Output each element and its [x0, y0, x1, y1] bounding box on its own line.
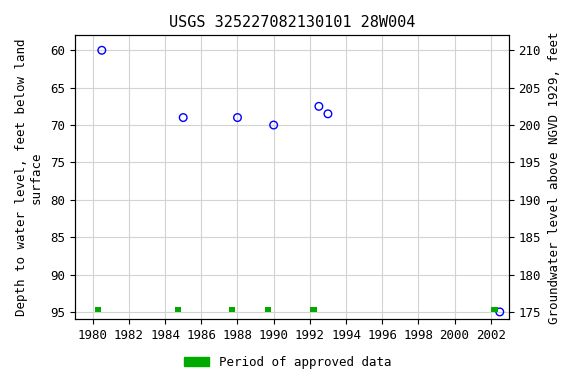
Point [179, 114, 188, 121]
Point [323, 111, 332, 117]
Legend: Period of approved data: Period of approved data [179, 351, 397, 374]
Point [97, 47, 107, 53]
Bar [95, 308, 101, 312]
Point [495, 309, 505, 315]
Bar [491, 308, 498, 312]
Point [314, 103, 324, 109]
Title: USGS 325227082130101 28W004: USGS 325227082130101 28W004 [169, 15, 415, 30]
Bar [265, 308, 271, 312]
Point [233, 114, 242, 121]
Y-axis label: Groundwater level above NGVD 1929, feet: Groundwater level above NGVD 1929, feet [548, 31, 561, 324]
Bar [175, 308, 181, 312]
Bar [310, 308, 317, 312]
Y-axis label: Depth to water level, feet below land
surface: Depth to water level, feet below land su… [15, 39, 43, 316]
Bar [229, 308, 235, 312]
Point [269, 122, 278, 128]
